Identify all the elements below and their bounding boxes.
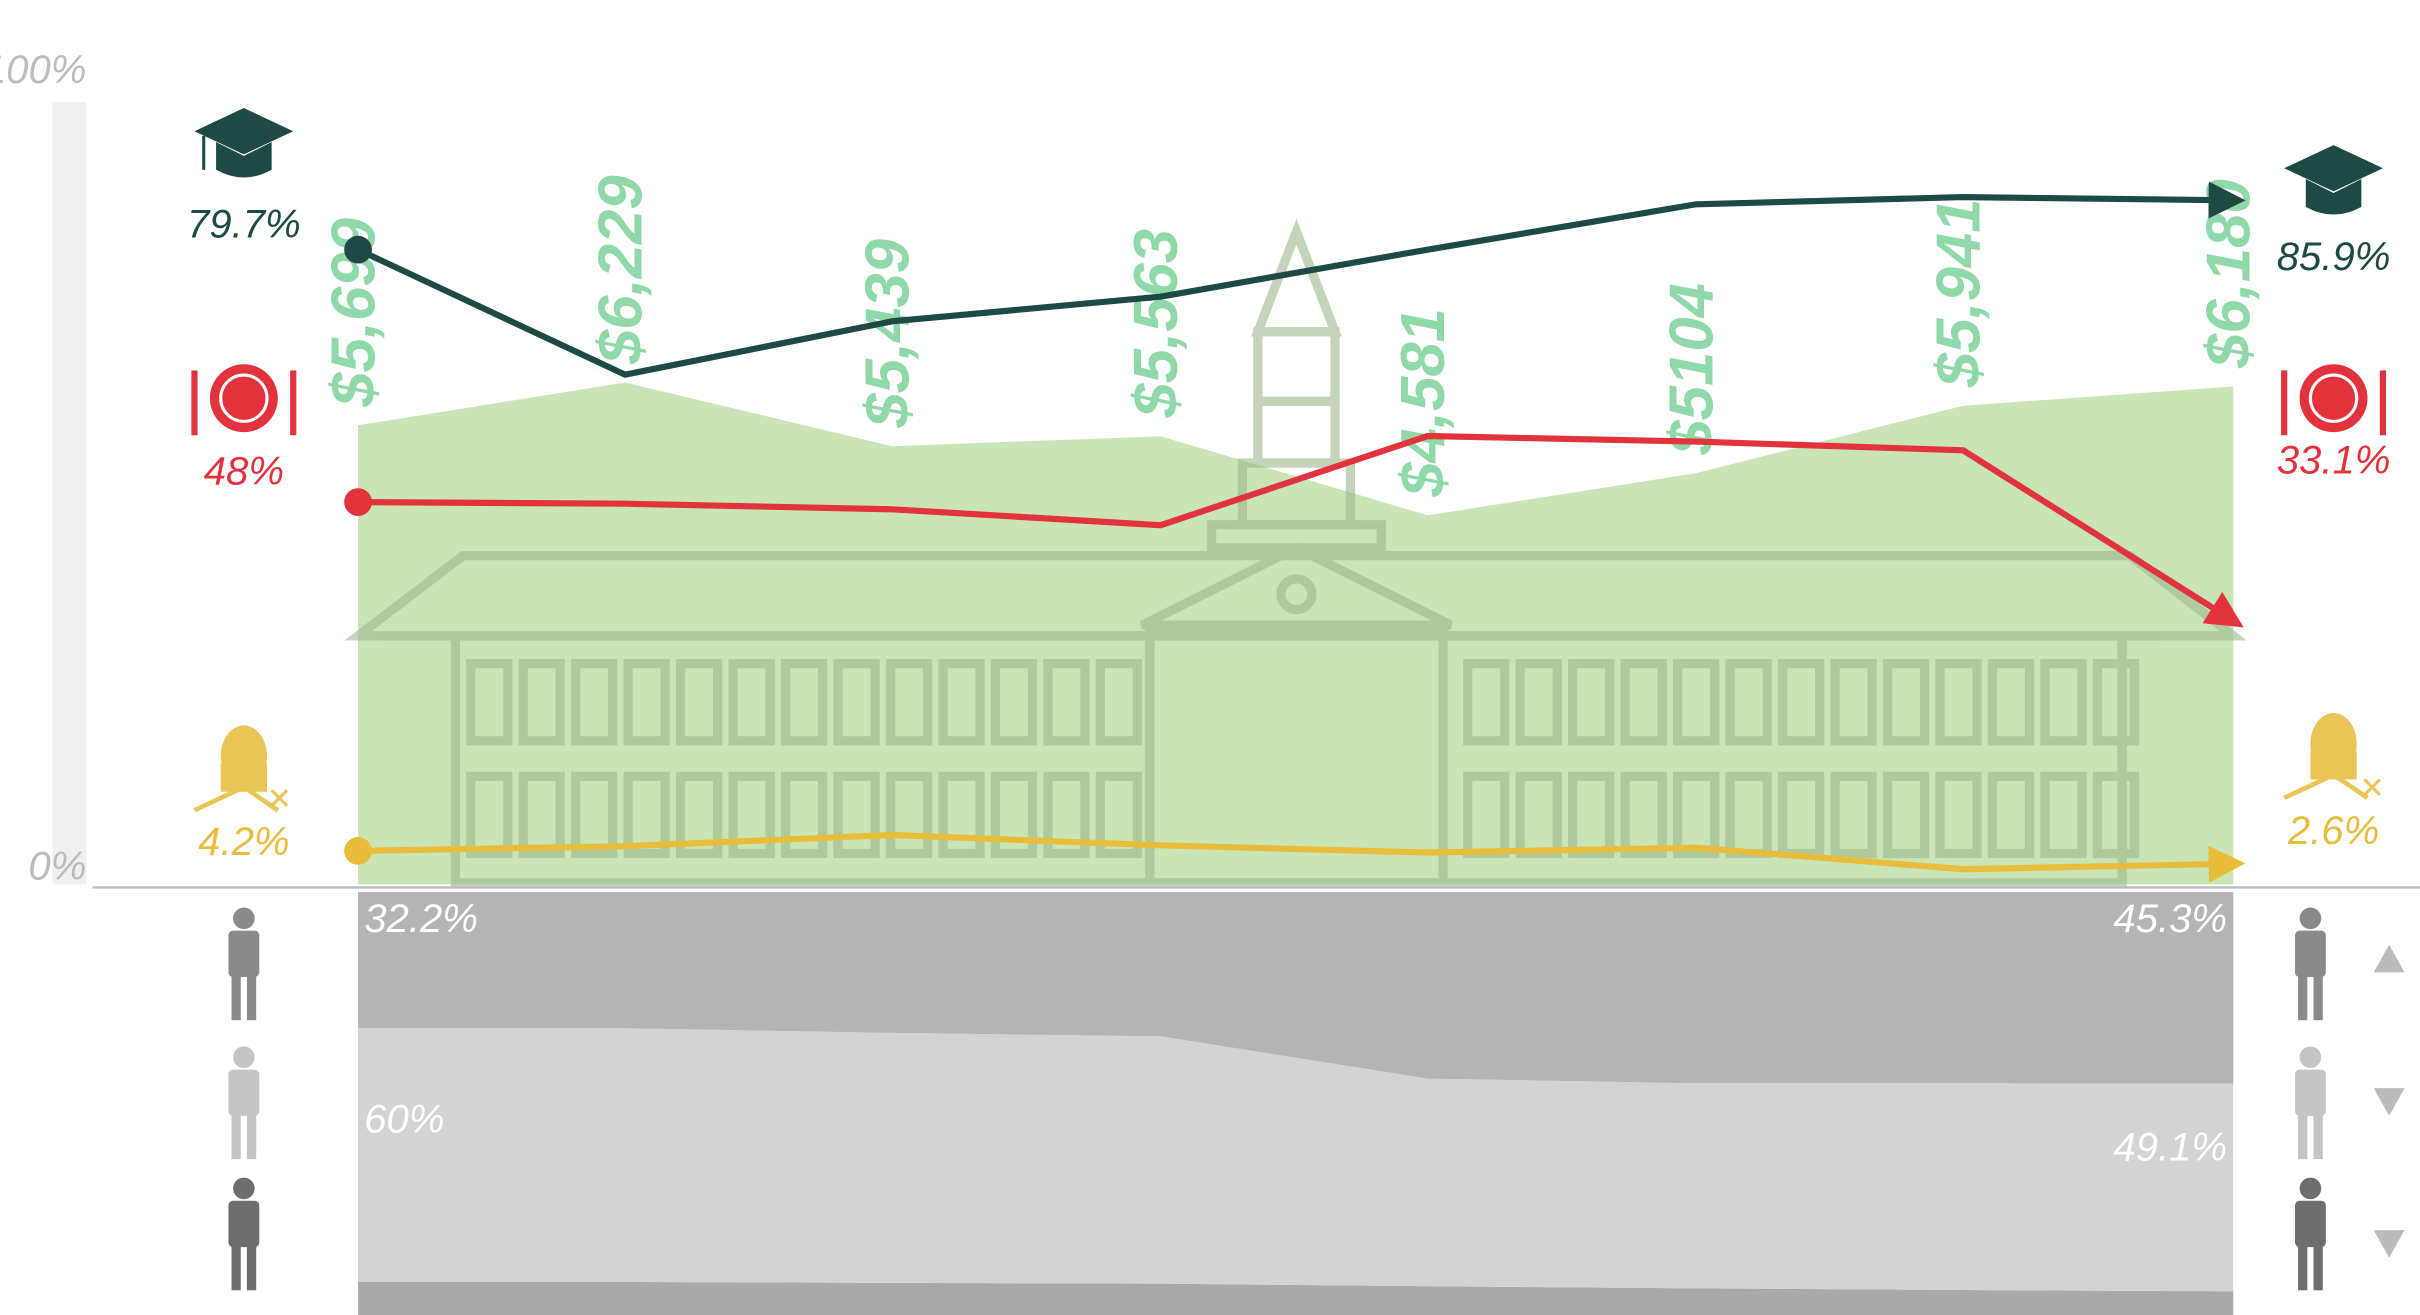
share-label: 49.1% bbox=[2113, 1124, 2227, 1169]
cost-label: $5,439 bbox=[853, 238, 922, 428]
cost-label: $6,180 bbox=[2195, 179, 2264, 369]
plate-right bbox=[2281, 364, 2386, 435]
start-dot bbox=[344, 837, 372, 865]
axis-band bbox=[52, 102, 86, 884]
y-tick-label: 100% bbox=[0, 47, 86, 92]
chart: $5,699$6,229$5,439$5,563$4,581$5104$5,94… bbox=[0, 0, 2420, 1315]
person-icon bbox=[2295, 908, 2326, 1021]
value-label: 2.6% bbox=[2287, 808, 2379, 853]
start-dot bbox=[344, 236, 372, 264]
stacked-area: 7.8%5.6%60%49.1%32.2%45.3% bbox=[358, 892, 2233, 1315]
value-label: 4.2% bbox=[198, 819, 289, 864]
share-label: 32.2% bbox=[364, 896, 478, 941]
worker-left bbox=[194, 725, 287, 810]
start-dot bbox=[344, 488, 372, 516]
share-label: 60% bbox=[364, 1097, 444, 1142]
share-label: 45.3% bbox=[2113, 896, 2227, 941]
cost-label: $5104 bbox=[1657, 283, 1726, 456]
worker-right bbox=[2284, 713, 2380, 798]
plate-left bbox=[191, 364, 296, 435]
cost-label: $5,563 bbox=[1122, 229, 1191, 419]
y-tick-label: 0% bbox=[28, 844, 86, 889]
value-label: 85.9% bbox=[2277, 234, 2391, 279]
value-label: 48% bbox=[204, 448, 284, 493]
down-arrow bbox=[2374, 1230, 2405, 1258]
person-icon bbox=[2295, 1046, 2326, 1159]
grad-cap-left bbox=[194, 108, 293, 177]
page: $5,699$6,229$5,439$5,563$4,581$5104$5,94… bbox=[0, 0, 2420, 1315]
value-label: 79.7% bbox=[187, 201, 301, 246]
person-icon bbox=[2295, 1178, 2326, 1291]
cost-label: $5,941 bbox=[1924, 198, 1993, 388]
person-icon bbox=[228, 908, 259, 1021]
cost-label: $6,229 bbox=[586, 175, 655, 365]
person-icon bbox=[228, 1178, 259, 1291]
value-label: 33.1% bbox=[2277, 438, 2391, 483]
grad-cap-right bbox=[2284, 145, 2383, 214]
down-arrow bbox=[2374, 1088, 2405, 1116]
person-icon bbox=[228, 1046, 259, 1159]
cost-label: $4,581 bbox=[1389, 308, 1458, 498]
up-arrow bbox=[2374, 945, 2405, 973]
